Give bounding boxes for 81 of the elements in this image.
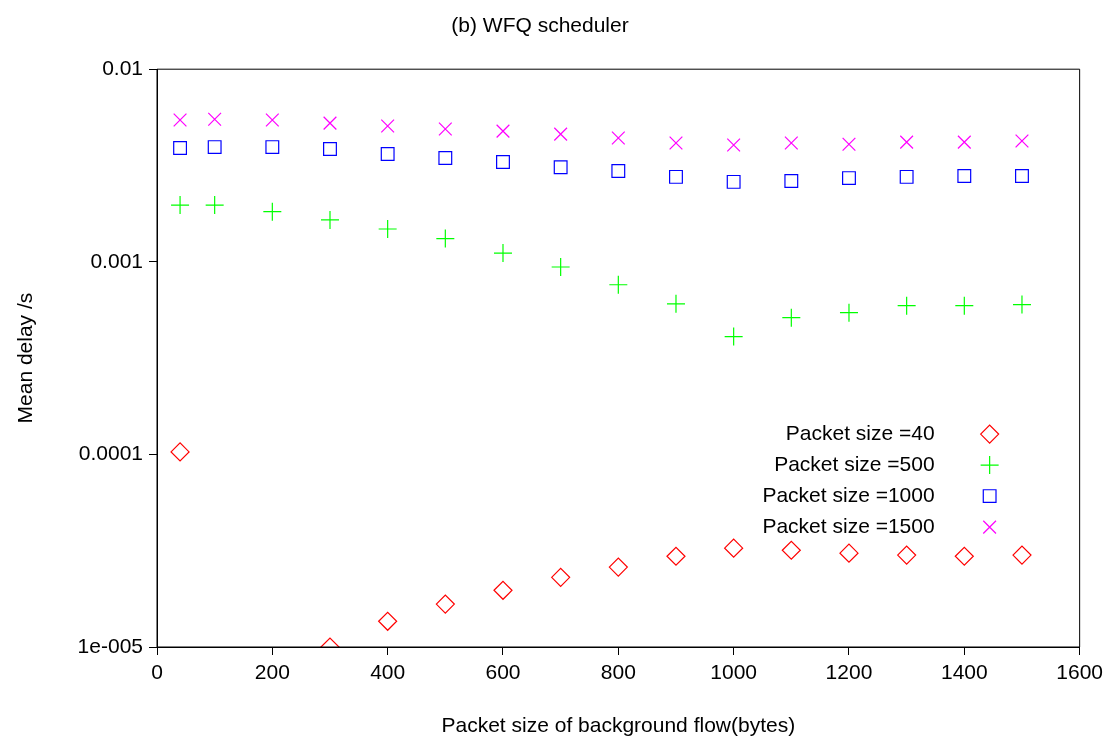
point — [781, 308, 801, 328]
point — [323, 142, 337, 156]
point — [265, 113, 280, 127]
point — [1015, 134, 1029, 148]
point — [170, 442, 190, 462]
y-tick-label: 0.001 — [90, 248, 143, 272]
legend-label: Packet size =500 — [774, 451, 935, 475]
point — [897, 296, 917, 316]
point — [842, 137, 856, 152]
point — [496, 154, 510, 169]
point — [724, 538, 744, 558]
x-tick-label: 1200 — [825, 660, 873, 684]
point — [493, 580, 513, 600]
chart-title: (b) WFQ scheduler — [451, 13, 629, 37]
point — [380, 147, 395, 161]
point — [323, 116, 337, 131]
point — [1012, 294, 1032, 315]
point — [666, 546, 686, 566]
point — [957, 169, 972, 183]
point — [784, 136, 799, 150]
y-tick-label: 0.01 — [102, 56, 143, 79]
x-tick-label: 1600 — [1056, 660, 1103, 684]
point — [265, 140, 280, 155]
point — [173, 113, 188, 127]
point — [170, 195, 190, 215]
x-tick-label: 0 — [151, 660, 163, 684]
point — [726, 138, 741, 152]
point — [320, 210, 340, 230]
point — [957, 135, 972, 150]
point — [611, 131, 626, 146]
point — [839, 303, 859, 323]
point — [899, 169, 914, 184]
point — [205, 195, 225, 215]
y-tick-label: 1e-005 — [77, 633, 143, 657]
point — [551, 567, 571, 587]
point — [378, 611, 398, 631]
point — [262, 202, 282, 222]
point — [493, 243, 513, 263]
point — [496, 124, 510, 139]
x-tick-label: 200 — [254, 660, 290, 684]
x-tick-label: 1000 — [710, 660, 758, 684]
point — [666, 294, 686, 314]
point — [378, 219, 398, 239]
x-axis-title: Packet size of background flow(bytes) — [441, 713, 796, 737]
x-tick-label: 1400 — [940, 660, 988, 684]
legend-label: Packet size =40 — [785, 420, 935, 444]
point — [608, 275, 628, 295]
point — [438, 122, 453, 136]
point — [839, 543, 859, 563]
point — [608, 557, 628, 577]
x-tick-label: 600 — [485, 660, 521, 684]
point — [438, 151, 453, 165]
point — [781, 540, 801, 560]
point — [899, 135, 914, 150]
point — [1012, 545, 1032, 565]
y-tick-label: 0.0001 — [78, 441, 143, 465]
point — [669, 136, 683, 150]
point — [553, 160, 568, 175]
point — [207, 112, 222, 127]
point — [435, 228, 455, 249]
point — [724, 326, 744, 347]
point — [1015, 169, 1029, 183]
point — [669, 169, 683, 184]
y-axis-title: Mean delay /s — [13, 292, 37, 424]
point — [842, 171, 856, 186]
point — [784, 173, 799, 188]
legend-label: Packet size =1500 — [762, 513, 935, 537]
point — [173, 141, 188, 155]
point — [954, 296, 974, 316]
point — [380, 119, 395, 133]
point — [954, 546, 974, 566]
point — [553, 127, 568, 142]
point — [207, 140, 222, 155]
point — [435, 594, 455, 614]
x-tick-label: 800 — [600, 660, 636, 684]
point — [551, 257, 571, 277]
point — [726, 174, 741, 189]
point — [611, 164, 626, 178]
legend-label: Packet size =1000 — [762, 482, 935, 506]
x-tick-label: 400 — [370, 660, 406, 684]
point — [897, 545, 917, 565]
